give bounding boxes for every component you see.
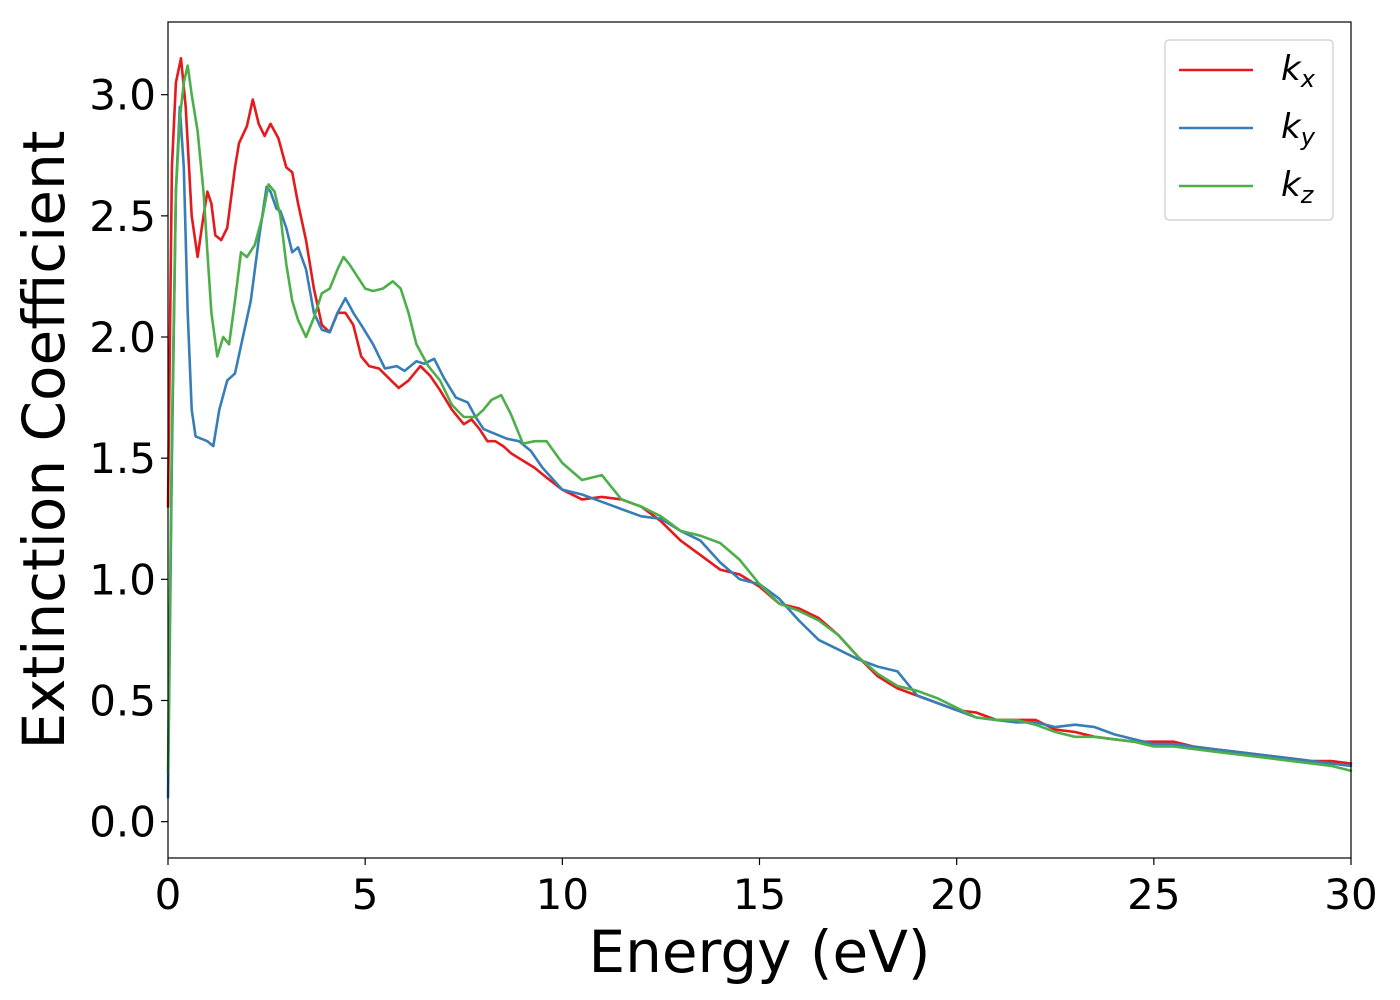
x-tick-label: 0	[155, 870, 182, 919]
x-tick-label: 25	[1127, 870, 1180, 919]
legend-frame	[1164, 39, 1334, 221]
y-tick-label: 0.5	[89, 676, 156, 725]
series-line-y	[166, 105, 1353, 799]
legend-label-y: ky	[1281, 107, 1316, 151]
y-axis-ticks: 0.0 0.5 1.0 1.5 2.0 2.5 3.0	[89, 71, 168, 847]
x-axis-title: Energy (eV)	[588, 918, 930, 986]
x-tick-label: 30	[1324, 870, 1377, 919]
x-tick-label: 10	[536, 870, 589, 919]
x-tick-label: 20	[930, 870, 983, 919]
y-tick-label: 3.0	[89, 71, 156, 120]
x-tick-label: 5	[352, 870, 379, 919]
legend-label-x: kx	[1281, 49, 1316, 93]
y-tick-label: 0.0	[89, 798, 156, 847]
y-tick-label: 2.5	[89, 192, 156, 241]
y-tick-label: 1.5	[89, 434, 156, 483]
series-line-z	[166, 64, 1353, 775]
legend: kx ky kz	[1164, 39, 1334, 221]
y-axis-title: Extinction Coefficient	[10, 131, 78, 750]
y-tick-label: 1.0	[89, 555, 156, 604]
x-axis-ticks: 0 5 10 15 20 25 30	[155, 858, 1378, 919]
plot-lines	[166, 57, 1353, 799]
series-line-x	[166, 57, 1353, 765]
y-tick-label: 2.0	[89, 313, 156, 362]
legend-label-z: kz	[1281, 165, 1315, 209]
x-tick-label: 15	[733, 870, 786, 919]
